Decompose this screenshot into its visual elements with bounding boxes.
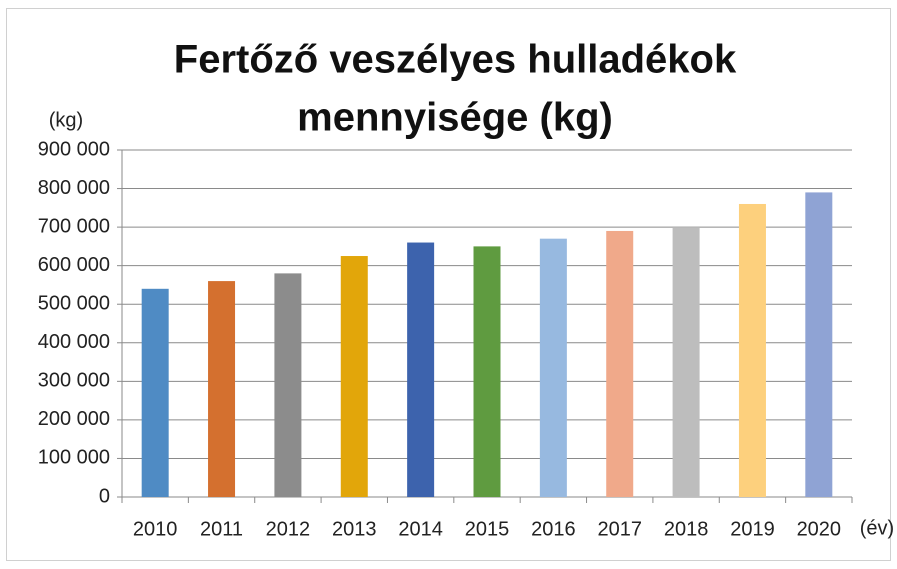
y-tick-label: 900 000 — [38, 138, 110, 160]
x-tick-label: 2017 — [597, 518, 642, 540]
y-tick-label: 400 000 — [38, 331, 110, 353]
bar — [606, 230, 634, 497]
x-tick-label: 2020 — [797, 518, 842, 540]
chart-border — [6, 8, 891, 561]
x-tick-label: 2012 — [266, 518, 311, 540]
bar — [539, 238, 567, 497]
bar — [738, 203, 766, 497]
x-axis-label: (év) — [860, 517, 894, 539]
y-tick-label: 600 000 — [38, 254, 110, 276]
bar — [407, 242, 435, 497]
x-tick-label: 2013 — [332, 518, 377, 540]
bar — [805, 192, 833, 497]
x-tick-label: 2019 — [730, 518, 775, 540]
chart-title: Fertőző veszélyes hulladékok — [174, 38, 737, 82]
bar — [208, 281, 236, 497]
y-tick-label: 200 000 — [38, 408, 110, 430]
bar — [340, 256, 368, 497]
y-tick-label: 800 000 — [38, 177, 110, 199]
x-tick-label: 2014 — [398, 518, 443, 540]
y-tick-label: 700 000 — [38, 215, 110, 237]
y-tick-label: 0 — [99, 485, 110, 507]
x-tick-label: 2015 — [465, 518, 510, 540]
x-tick-label: 2010 — [133, 518, 178, 540]
y-tick-label: 500 000 — [38, 293, 110, 315]
chart-title: mennyisége (kg) — [297, 96, 613, 140]
x-tick-label: 2011 — [200, 518, 243, 540]
bar — [274, 273, 302, 497]
x-tick-label: 2016 — [531, 518, 576, 540]
x-tick-label: 2018 — [664, 518, 709, 540]
bar — [141, 288, 169, 497]
bar — [672, 227, 700, 497]
y-tick-label: 100 000 — [38, 447, 110, 469]
y-axis-label: (kg) — [49, 109, 83, 131]
bar — [473, 246, 501, 497]
y-tick-label: 300 000 — [38, 370, 110, 392]
